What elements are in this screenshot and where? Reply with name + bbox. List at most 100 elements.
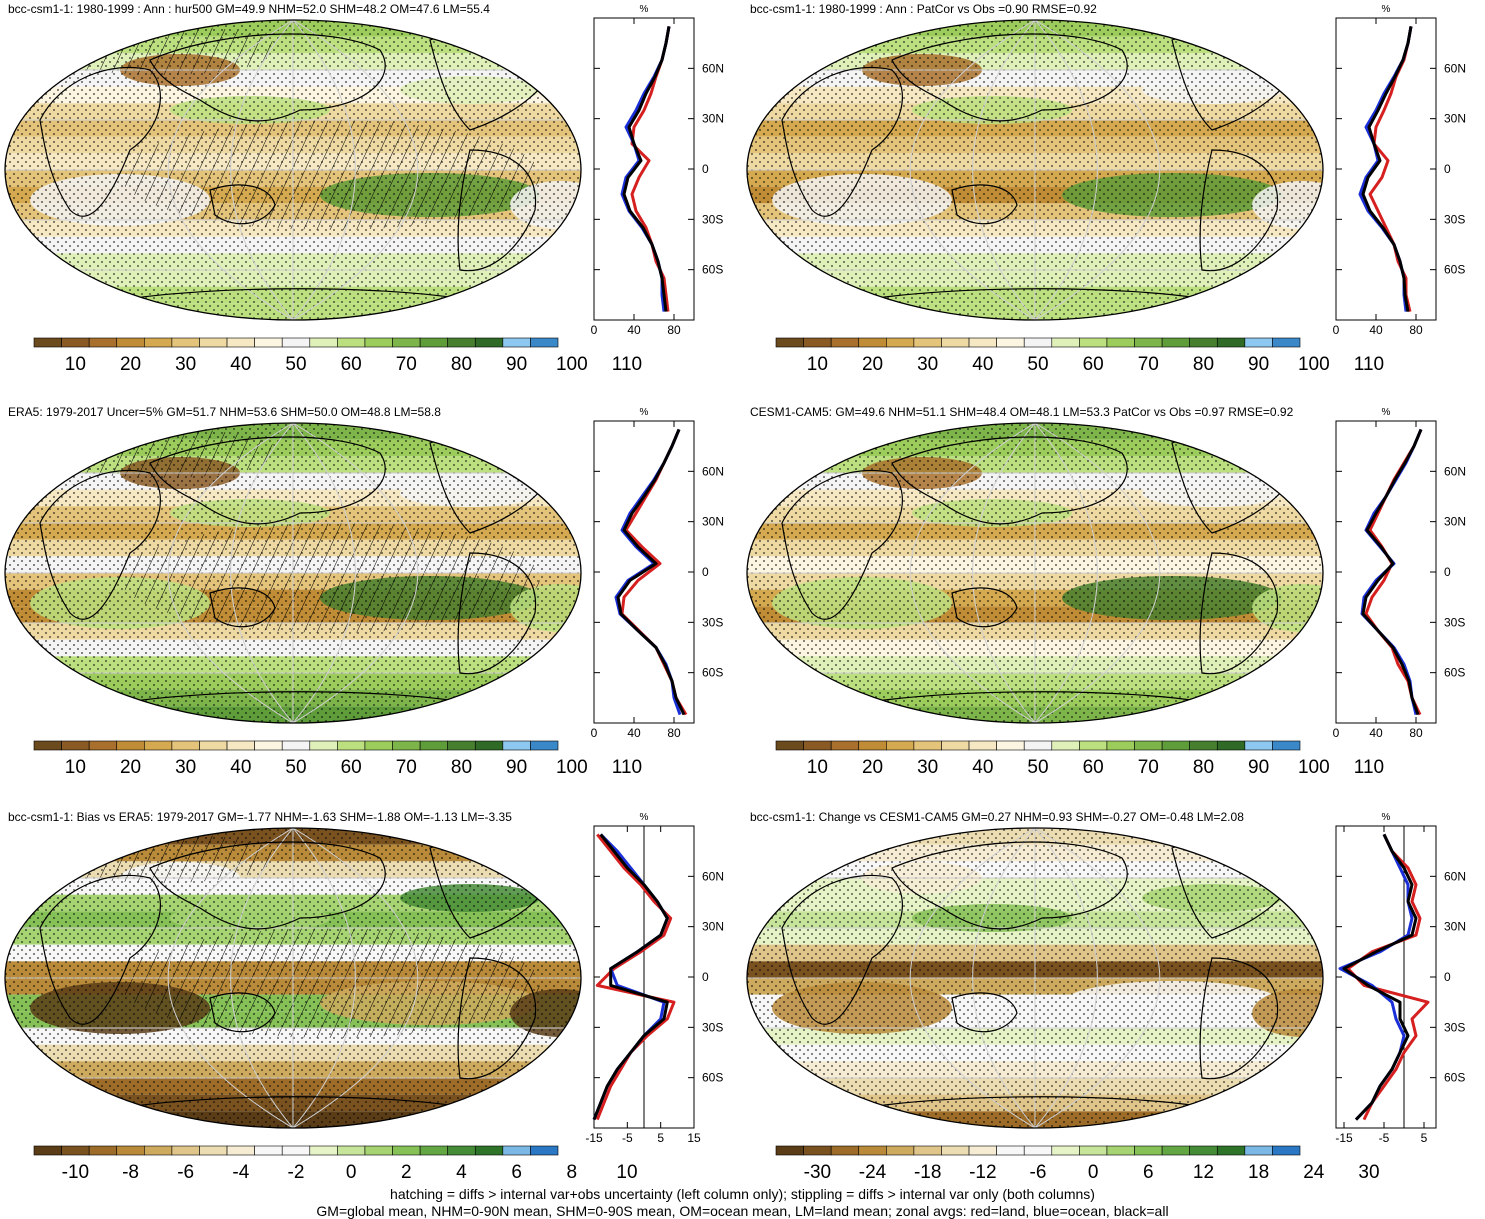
colorbar-swatch [88, 740, 118, 751]
lat-tick-label: 60S [702, 666, 723, 680]
continent-outline [861, 1096, 1213, 1109]
colorbar-swatch [171, 337, 200, 348]
continent-outline [457, 149, 537, 272]
continent-outline [891, 436, 1128, 525]
map-area [5, 828, 581, 1128]
colorbar-swatch [61, 337, 90, 348]
map-hatching [120, 120, 540, 230]
continent-outline [119, 288, 471, 301]
map-hatching [40, 25, 280, 75]
map-hatching [40, 428, 280, 478]
colorbar-swatch [530, 740, 559, 751]
colorbar-label: 30 [917, 354, 938, 375]
colorbar-label: 110 [1354, 354, 1384, 375]
colorbar-swatch [968, 740, 997, 751]
colorbar-swatch [1216, 337, 1246, 348]
continent-outline [891, 841, 1128, 930]
zonal-series-all [1361, 26, 1413, 312]
colorbar-swatch [830, 1145, 860, 1156]
map-graticule [747, 423, 1323, 723]
colorbar-label: 90 [1248, 354, 1269, 375]
map-graticule [747, 828, 1323, 1128]
colorbar-swatch [530, 1145, 559, 1156]
colorbar-label: 70 [396, 354, 417, 375]
zonal-mean-plot: 60N 30N 0 30S 60S 0 40 80% [591, 407, 724, 740]
lat-tick-label: 30S [1444, 615, 1465, 629]
colorbar-swatch [968, 1145, 997, 1156]
colorbar-label: 100 [556, 757, 588, 778]
colorbar-label: 10 [807, 757, 828, 778]
colorbar-swatch [996, 337, 1025, 348]
colorbar-label: 20 [862, 757, 883, 778]
colorbar-swatch [1161, 740, 1190, 751]
lat-tick-label: 30N [702, 112, 724, 126]
map-coastlines [781, 435, 1303, 704]
x-tick-label: 40 [627, 726, 641, 740]
colorbar-swatch [803, 1145, 832, 1156]
colorbar-swatch [803, 740, 832, 751]
colorbar-label: 12 [1193, 1162, 1214, 1183]
x-tick-label: 5 [657, 1131, 664, 1145]
map-area [747, 423, 1323, 723]
colorbar-swatch [502, 337, 531, 348]
colorbar-label: 90 [506, 354, 527, 375]
colorbar-label: 90 [506, 757, 527, 778]
lat-tick-label: 30N [1444, 515, 1466, 529]
colorbar-swatch [1244, 337, 1273, 348]
continent-outline [951, 992, 1018, 1033]
colorbar-label: 90 [1248, 757, 1269, 778]
colorbar-swatch [1051, 1145, 1080, 1156]
zonal-mean-plot: 60N 30N 0 30S 60S 0 40 80% [591, 4, 724, 337]
colorbar-label: 4 [456, 1162, 467, 1183]
map-hatching [40, 833, 280, 883]
lat-tick-label: 0 [1444, 162, 1451, 176]
colorbar-swatch [913, 740, 942, 751]
colorbar-label: 70 [396, 757, 417, 778]
colorbar-swatch [803, 337, 832, 348]
panel-bias-vs-era5: bcc-csm1-1: Bias vs ERA5: 1979-2017 GM=-… [0, 808, 742, 1208]
continent-outline [209, 587, 276, 628]
colorbar-swatch [281, 337, 311, 348]
zonal-series-all [616, 428, 686, 716]
meridian-line [909, 20, 1036, 320]
colorbar-swatch [88, 1145, 118, 1156]
x-tick-label: -5 [1379, 1131, 1390, 1145]
colorbar-swatch [1134, 740, 1163, 751]
panel-title: CESM1-CAM5: GM=49.6 NHM=51.1 SHM=48.4 OM… [750, 405, 1294, 419]
colorbar-label: 80 [451, 354, 472, 375]
continent-outline [209, 992, 276, 1033]
colorbar-label: 10 [616, 1162, 637, 1183]
colorbar-label: 20 [120, 757, 141, 778]
colorbar-swatch [830, 740, 860, 751]
continent-outline [1199, 957, 1279, 1080]
colorbar-swatch [1244, 740, 1273, 751]
colorbar-swatch [309, 1145, 338, 1156]
x-tick-label: 80 [1409, 323, 1423, 337]
continent-outline [39, 66, 161, 217]
lat-tick-label: 30N [702, 515, 724, 529]
meridian-line [1034, 423, 1098, 723]
map-border [746, 422, 1324, 724]
colorbar-swatch [364, 1145, 393, 1156]
colorbar-label: 0 [1088, 1162, 1099, 1183]
colorbar-label: 110 [612, 354, 642, 375]
zonal-unit-label: % [640, 407, 649, 418]
colorbar-label: -12 [969, 1162, 996, 1183]
map-border [746, 827, 1324, 1129]
colorbar-label: 30 [1358, 1162, 1379, 1183]
lat-tick-label: 0 [1444, 565, 1451, 579]
colorbar-swatch [1079, 740, 1108, 751]
map-border [4, 827, 582, 1129]
meridian-line [292, 20, 419, 320]
colorbar-label: 50 [1027, 354, 1048, 375]
colorbar-swatch [1189, 337, 1218, 348]
colorbar-swatch [1023, 740, 1053, 751]
map-graticule [5, 423, 581, 723]
colorbar-swatch [1051, 740, 1080, 751]
meridian-line [230, 828, 294, 1128]
colorbar-label: 18 [1248, 1162, 1269, 1183]
continent-outline [39, 874, 161, 1025]
colorbar-label: 50 [1027, 757, 1048, 778]
zonal-unit-label: % [640, 812, 649, 823]
lat-tick-label: 30N [702, 920, 724, 934]
